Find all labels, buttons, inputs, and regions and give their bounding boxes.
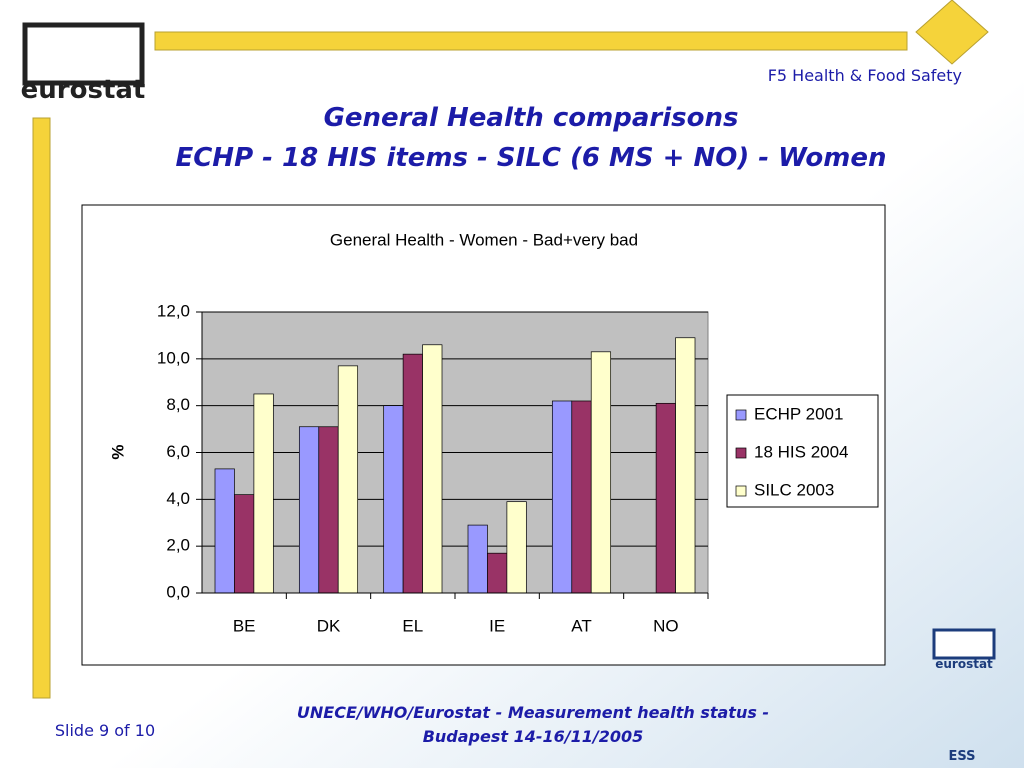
x-tick-label: DK [317, 616, 341, 635]
chart-title: General Health - Women - Bad+very bad [330, 230, 638, 249]
y-axis-label: % [108, 444, 127, 459]
bar [551, 400, 573, 594]
bar [214, 468, 235, 594]
bar [298, 426, 320, 594]
legend-swatch [735, 485, 747, 497]
y-tick-label: 2,0 [166, 536, 190, 555]
legend-swatch [735, 409, 747, 421]
legend-label: SILC 2003 [754, 480, 834, 499]
legend-swatch [735, 447, 747, 459]
bar [337, 365, 359, 594]
bar [467, 524, 488, 594]
logo-box [932, 628, 996, 660]
x-tick-label: AT [571, 616, 591, 635]
bar [234, 494, 255, 594]
legend-label: 18 HIS 2004 [754, 442, 849, 461]
x-tick-label: NO [653, 616, 679, 635]
y-tick-label: 4,0 [166, 489, 190, 508]
logo-box [22, 22, 145, 86]
logo-text: eurostat [935, 657, 993, 671]
bar [383, 405, 404, 594]
x-tick-label: BE [233, 616, 256, 635]
bar [422, 344, 443, 594]
legend-label: ECHP 2001 [754, 404, 843, 423]
title: General Health comparisons [324, 103, 739, 133]
x-tick-label: EL [402, 616, 423, 635]
y-tick-label: 8,0 [166, 395, 190, 414]
bar [402, 353, 423, 594]
side-bar [32, 117, 51, 699]
y-tick-label: 6,0 [166, 442, 190, 461]
y-tick-label: 10,0 [157, 348, 190, 367]
y-tick-label: 12,0 [157, 301, 190, 320]
top-bar [154, 31, 908, 51]
bar [571, 400, 592, 594]
chart: General Health - Women - Bad+very bad % … [81, 204, 886, 666]
bar [318, 426, 339, 594]
title: ECHP - 18 HIS items - SILC (6 MS + NO) -… [175, 143, 886, 173]
section: F5 Health & Food Safety [768, 66, 962, 85]
bar [655, 402, 676, 594]
bar [675, 337, 696, 594]
footer: Budapest 14-16/11/2005 [423, 727, 644, 746]
bar [506, 501, 527, 594]
diamond [915, 0, 989, 65]
y-tick-label: 0,0 [166, 582, 190, 601]
ess: ESS [948, 749, 975, 764]
footer: UNECE/WHO/Eurostat - Measurement health … [297, 703, 769, 722]
bar [487, 552, 508, 594]
logo-text: eurostat [21, 75, 146, 105]
slide-number: Slide 9 of 10 [55, 721, 155, 740]
bar [253, 393, 274, 594]
legend-box [726, 394, 879, 508]
x-tick-label: IE [489, 616, 505, 635]
bar [590, 351, 612, 594]
